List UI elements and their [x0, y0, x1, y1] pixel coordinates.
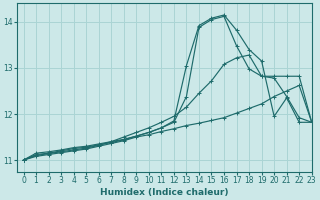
- X-axis label: Humidex (Indice chaleur): Humidex (Indice chaleur): [100, 188, 229, 197]
